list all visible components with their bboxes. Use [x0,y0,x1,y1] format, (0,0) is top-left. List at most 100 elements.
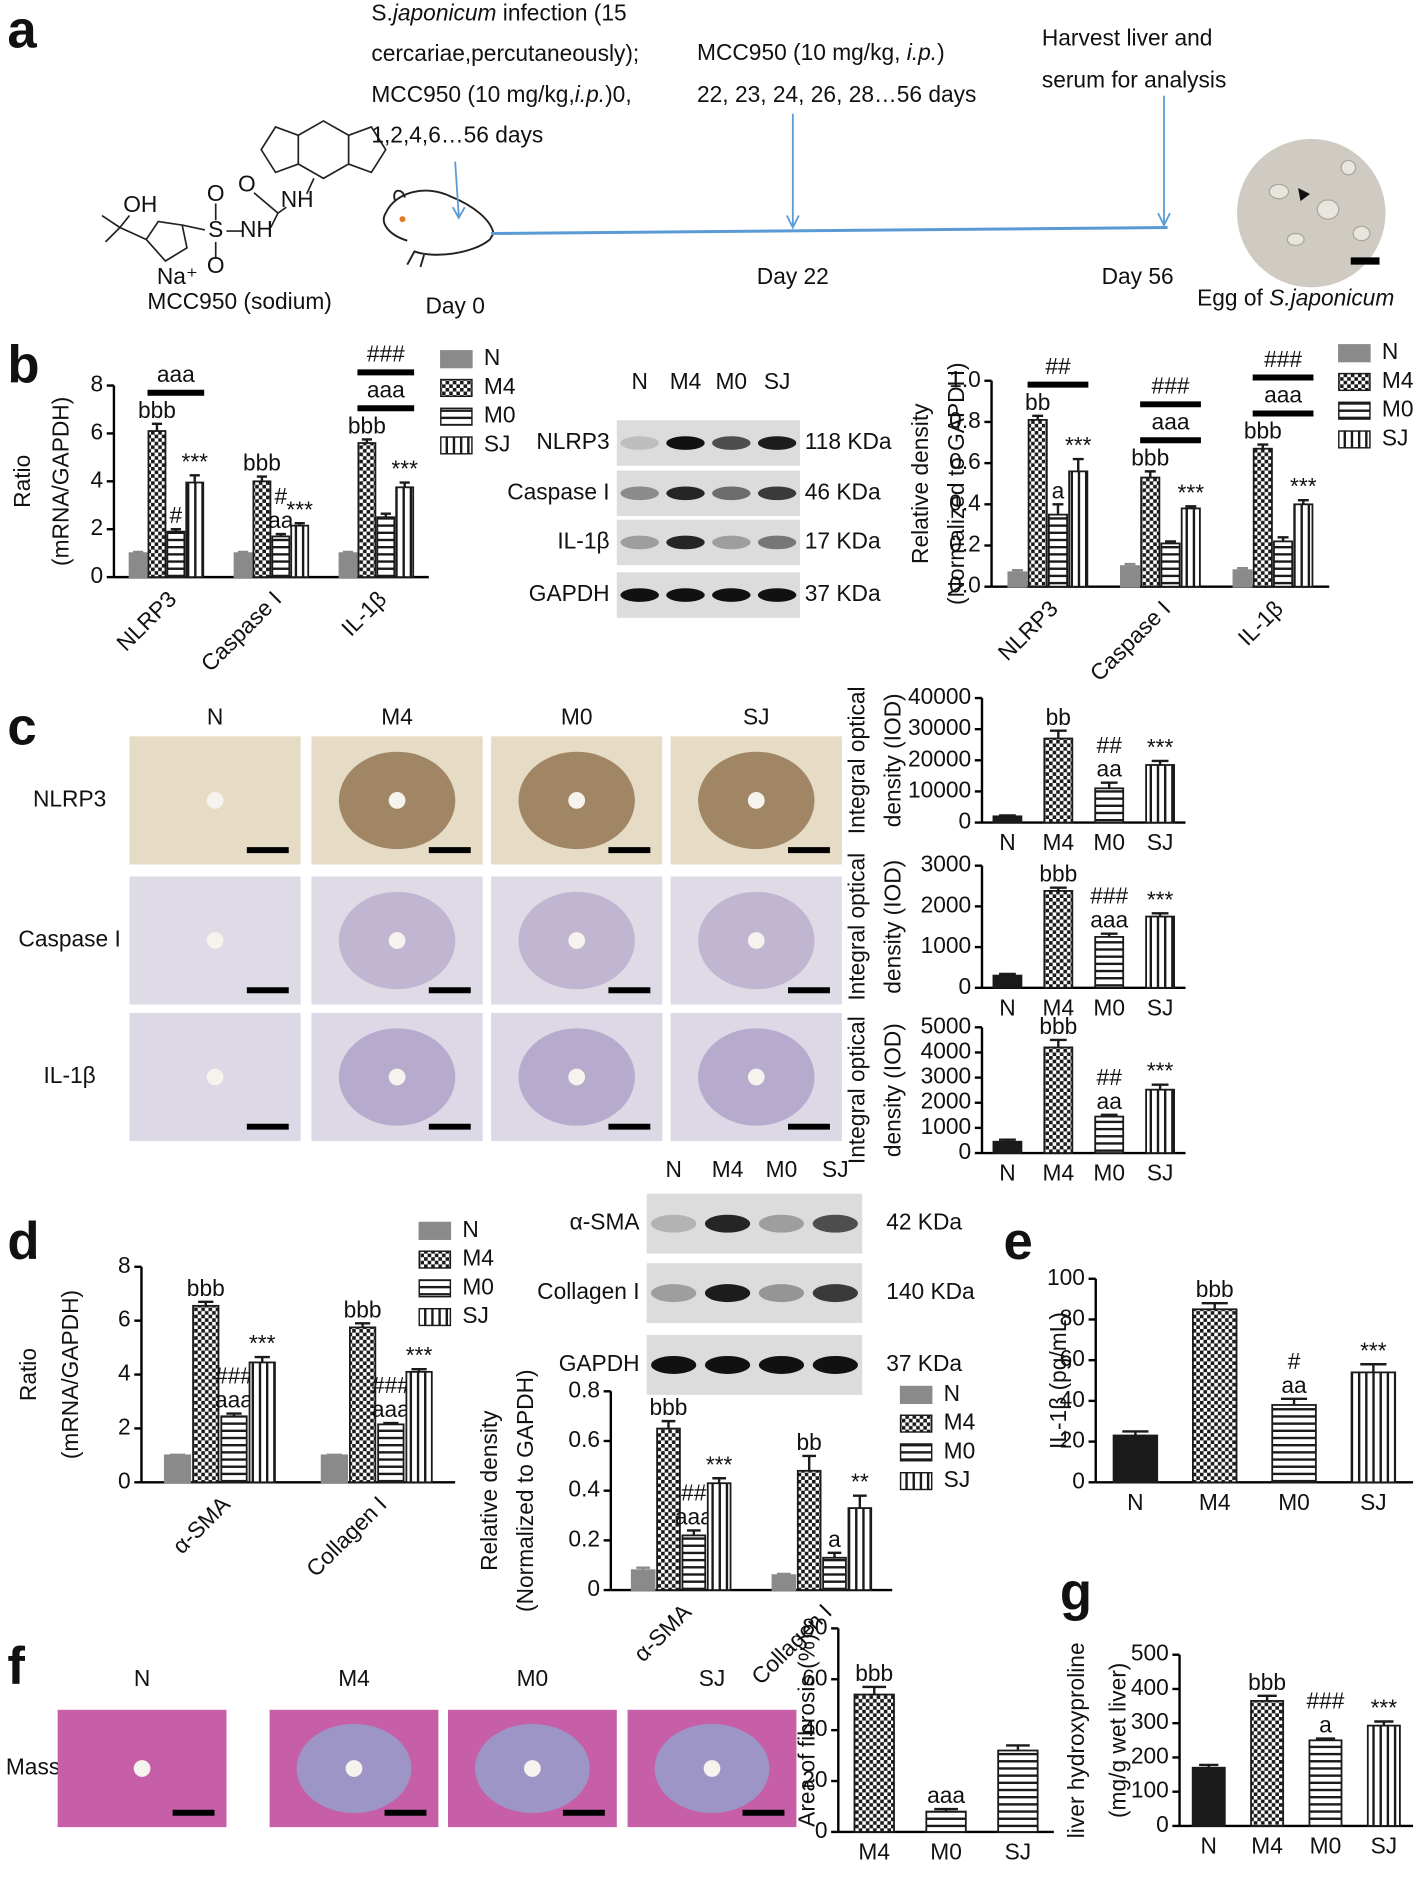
band [704,1284,751,1303]
bar [290,524,310,579]
lane-label: M4 [712,1156,744,1182]
legend-swatch [1338,401,1371,420]
y-tick-label: 400 [1131,1674,1169,1700]
protein-label: GAPDH [529,580,610,606]
bar [128,552,148,579]
y-tick-label: 0 [90,562,103,588]
y-tick-label: 0 [1156,1811,1169,1837]
bar [1191,1766,1226,1827]
significance-label: bbb [138,397,176,423]
band [812,1284,858,1303]
y-tick-label: 80 [802,1613,827,1639]
error-bar [132,550,144,554]
band [758,1355,805,1374]
vessel [747,932,765,949]
error-bar [1072,457,1084,472]
y-axis-label: Ratio [15,1348,41,1401]
y-tick-label: 0 [959,808,972,834]
x-tick-label: M4 [1251,1832,1283,1858]
significance-label: bbb [1244,418,1282,444]
bar [405,1370,433,1484]
text-line: 1,2,4,6…56 days [371,121,543,147]
error-bar [852,1494,867,1509]
error-bar [169,1453,186,1457]
error-bar [1011,569,1023,573]
significance-label: bbb [855,1660,893,1686]
micrograph [670,736,842,865]
significance-label: bbb [187,1275,225,1301]
comparison-label: ## [1045,353,1071,379]
bar [1119,565,1141,588]
error-bar [1237,566,1249,571]
error-bar [1049,729,1067,739]
vessel [747,792,765,809]
significance-label: bb [797,1429,822,1455]
significance-label: bbb [243,450,281,476]
error-bar [1100,781,1118,789]
x-tick-label: M0 [1278,1489,1310,1515]
significance-label: *** [706,1451,733,1477]
text-segment: Egg of [1197,284,1269,310]
italic-segment: S.japonicum [1269,284,1394,310]
day-label: Day 56 [1102,263,1174,289]
legend-label: SJ [462,1302,489,1328]
x-tick-label: M0 [930,1838,962,1864]
error-bar [1049,886,1067,891]
legend-swatch [1338,372,1371,392]
error-bar [1185,505,1197,509]
text-line: 22, 23, 24, 26, 28…56 days [697,81,976,107]
micrograph [57,1709,227,1828]
bar [992,815,1023,824]
legend-label: N [1382,338,1398,364]
micrograph [627,1709,797,1828]
significance-label: ### [215,1363,253,1389]
y-tick-label: 0 [118,1467,131,1493]
y-tick-label: 0.6 [568,1426,600,1452]
band [651,1214,697,1233]
band [651,1284,697,1303]
error-bar [1297,499,1309,505]
bar [376,516,396,579]
band [758,1214,805,1233]
error-bar [1052,503,1064,515]
error-bar [1151,759,1169,765]
y-tick-label: 60 [1060,1345,1085,1371]
significance-label: bbb [1131,444,1169,470]
x-tick-label: SJ [1147,829,1174,855]
text-line: Harvest liver and [1042,25,1213,51]
error-bar [198,1300,214,1306]
bar [1350,1371,1397,1484]
mouse-eye [399,216,406,223]
significance-label: *** [1178,479,1205,505]
x-tick-label: N [999,829,1015,855]
arrow [1157,95,1171,228]
arrow [786,113,800,230]
bar [1043,1046,1074,1154]
y-tick-label: 60 [802,1664,827,1690]
vessel [206,792,224,809]
bar [395,486,415,579]
bar [248,1361,276,1484]
band [666,486,705,501]
y-tick-label: 0 [815,1817,828,1843]
vessel [568,792,586,809]
bar [796,1469,822,1591]
band [757,588,797,602]
bar [822,1556,847,1591]
error-bar [237,550,249,554]
x-tick-label: M4 [858,1838,890,1864]
error-bar [361,438,372,444]
significance-label: *** [181,448,208,474]
column-label: M0 [517,1665,549,1691]
bar [1112,1434,1159,1484]
error-bar [934,1807,958,1812]
bar [271,535,291,579]
legend-label: M4 [462,1245,494,1271]
band [620,588,659,602]
x-tick-label: M0 [1093,994,1125,1020]
day-label: Day 0 [425,293,484,319]
italic-segment: i.p. [907,39,937,65]
comparison-label: aaa [367,377,405,403]
x-tick-label: M0 [1093,1160,1125,1186]
y-tick-label: 0 [1072,1467,1085,1493]
